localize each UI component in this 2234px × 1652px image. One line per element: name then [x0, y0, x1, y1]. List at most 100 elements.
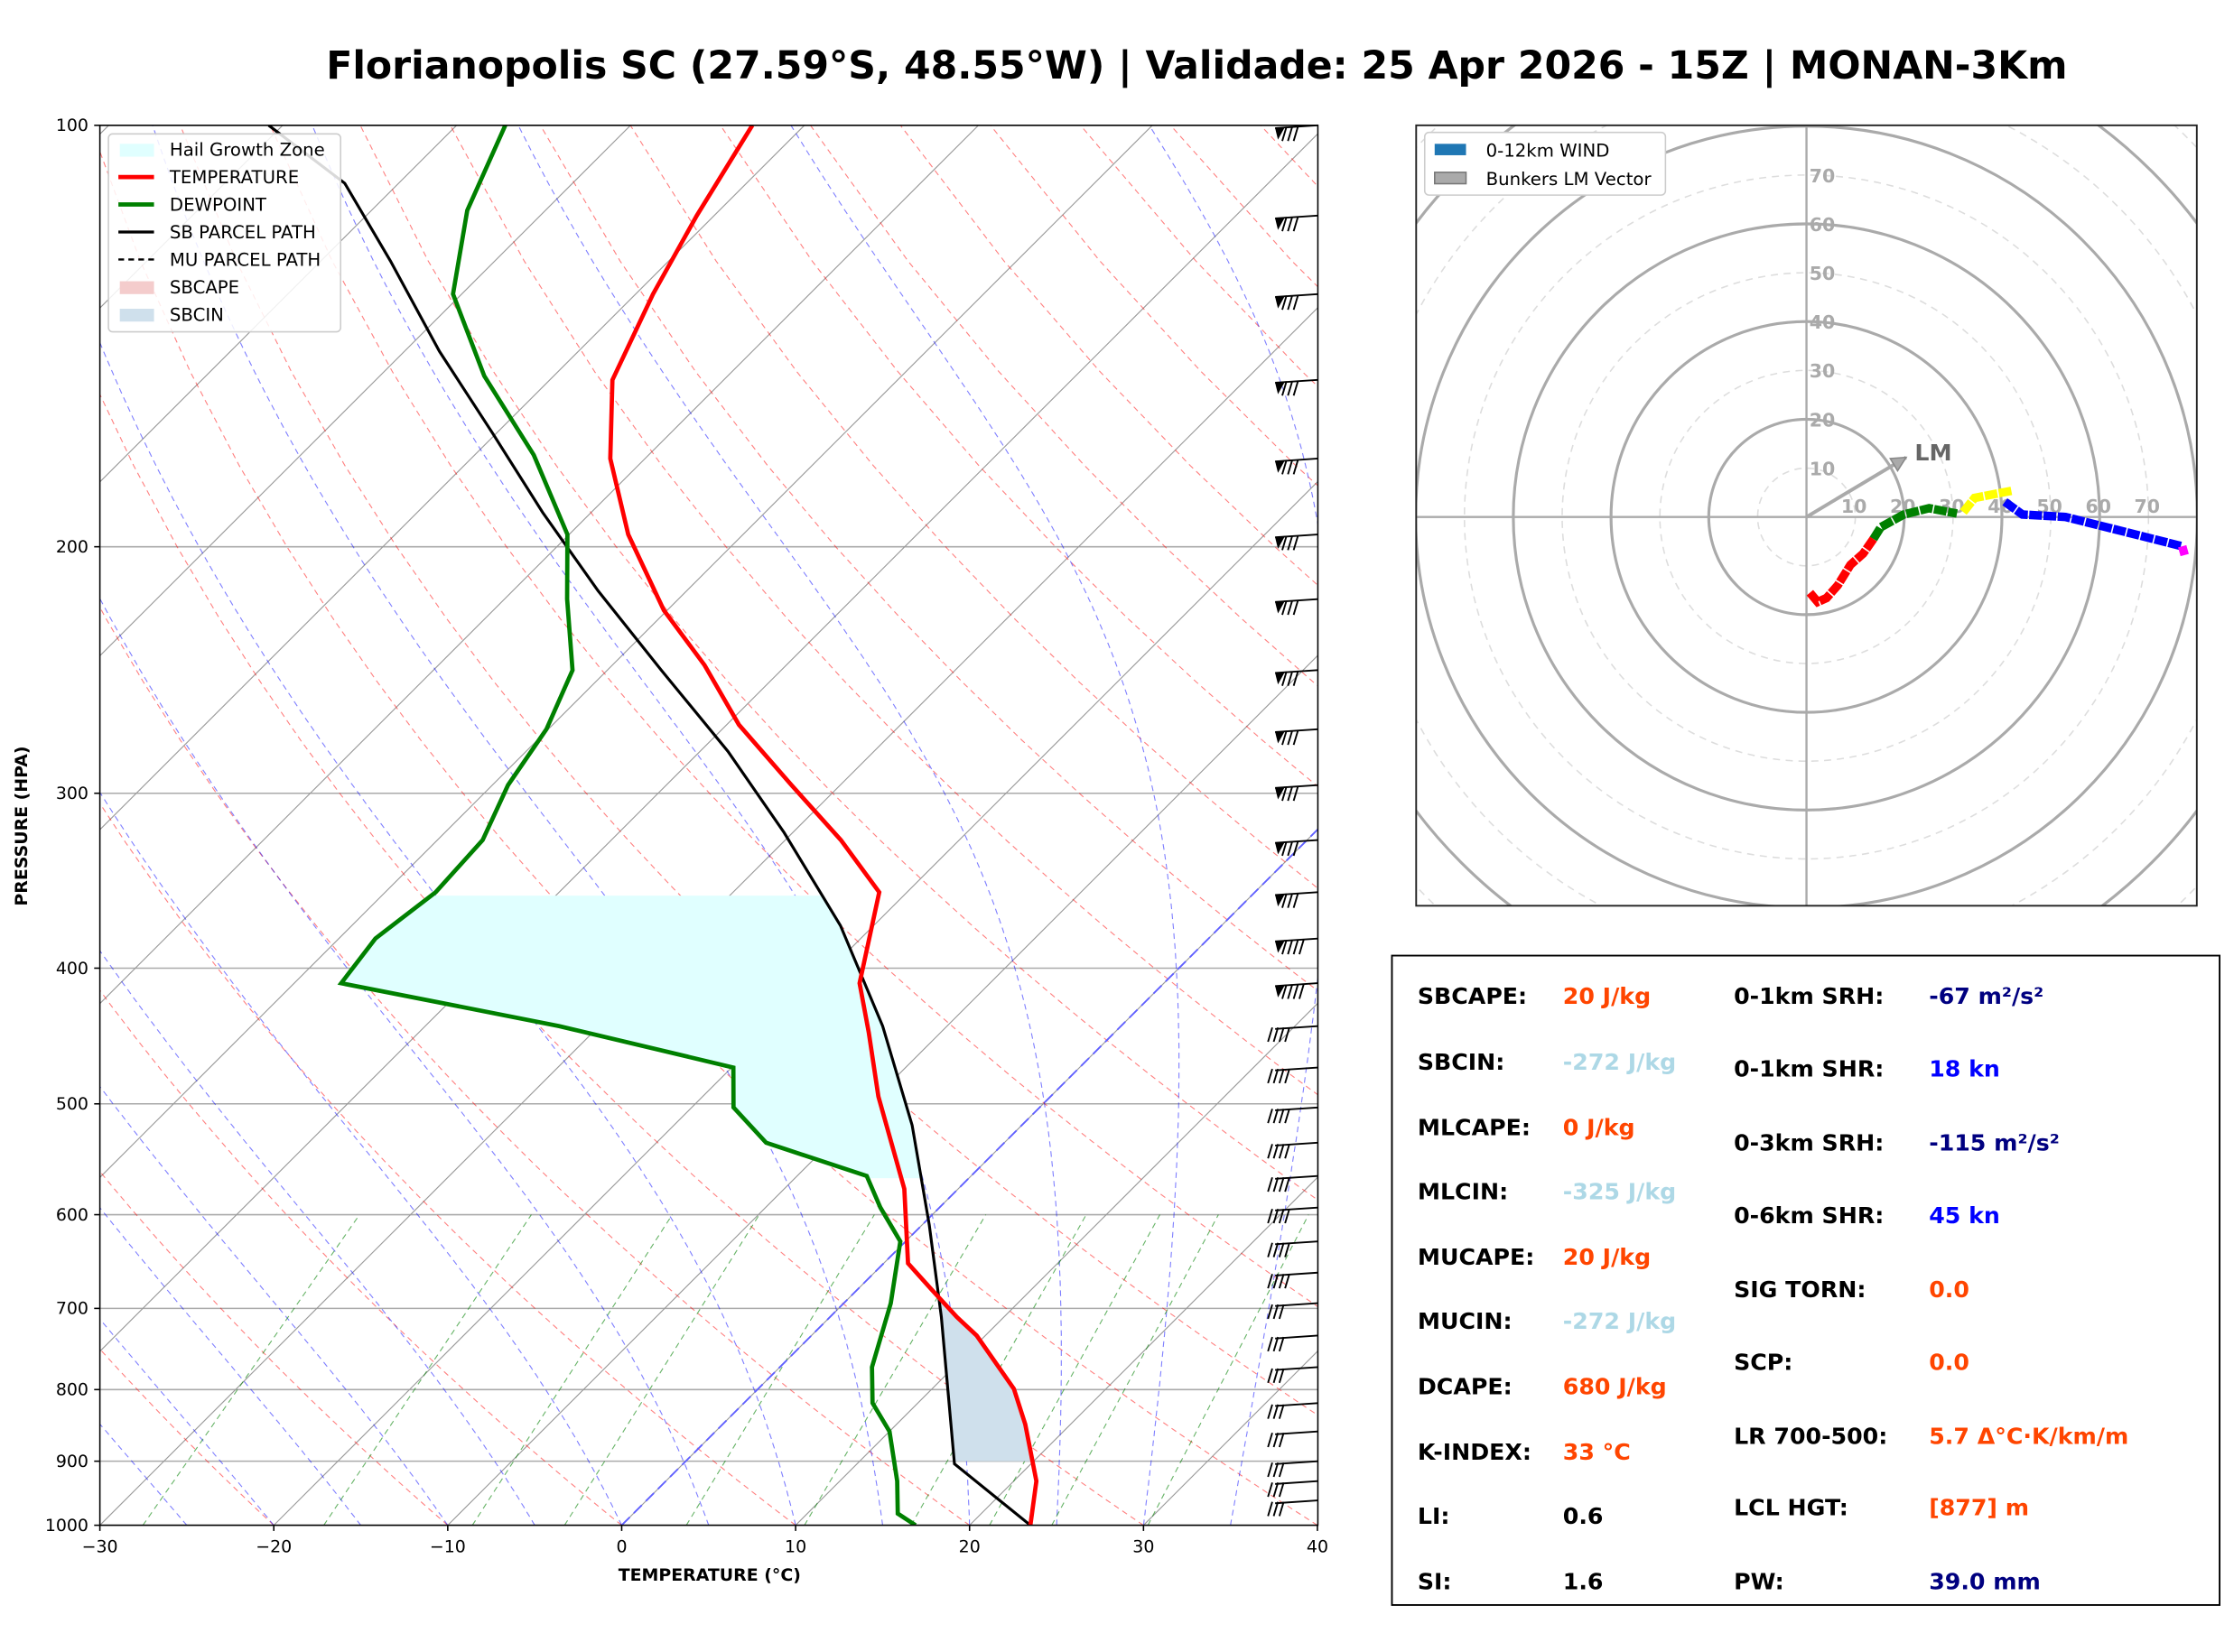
wind-barb-tick — [1284, 1109, 1290, 1124]
stat-label: 0-1km SHR: — [1734, 1056, 1884, 1082]
hodograph-segment — [1806, 536, 1877, 608]
stat-label: DCAPE: — [1418, 1373, 1513, 1399]
wind-barb-staff — [1275, 1480, 1318, 1485]
wind-barb-tick — [1272, 1432, 1280, 1448]
stat-value: -325 J/kg — [1563, 1178, 1676, 1204]
wind-barb — [1267, 1271, 1318, 1289]
wind-barb — [1267, 1430, 1318, 1448]
ring-label: 40 — [1810, 311, 1836, 333]
y-tick-label: 1000 — [45, 1516, 88, 1536]
wind-barb-tick — [1272, 1336, 1280, 1352]
y-tick-label: 200 — [56, 537, 88, 557]
y-tick-label: 900 — [56, 1452, 88, 1471]
wind-barb-tick — [1267, 1274, 1273, 1289]
wind-barb-tick — [1281, 785, 1288, 802]
wind-barb — [1275, 891, 1318, 908]
isotherm — [273, 480, 1318, 1526]
wind-barb — [1267, 1334, 1318, 1352]
y-tick-label: 500 — [56, 1094, 88, 1114]
stat-value: 20 J/kg — [1563, 983, 1651, 1009]
wind-barb-tick — [1292, 535, 1299, 551]
stat-value: 39.0 mm — [1929, 1569, 2041, 1595]
wind-barb — [1267, 1174, 1318, 1193]
wind-barb — [1275, 839, 1318, 857]
skew-t-ticks: −30 −20 −10 0 10 20 30 40 100 200 300 400 500 600 700 8… — [45, 116, 1328, 1556]
wind-barb-tick — [1278, 1432, 1285, 1448]
y-tick-label: 700 — [56, 1299, 88, 1319]
wind-barb-tick — [1278, 1336, 1285, 1352]
stat-label: K-INDEX: — [1418, 1439, 1531, 1465]
wind-barb-flag — [1275, 671, 1286, 685]
wind-barb-flag — [1275, 730, 1286, 744]
stat-label: SIG TORN: — [1734, 1276, 1866, 1303]
wind-barb-tick — [1287, 785, 1293, 802]
dry-adiabat — [720, 125, 1318, 788]
wind-barb — [1275, 669, 1318, 686]
bunkers-lm-arrow — [1805, 455, 1907, 519]
wind-barb-tick — [1292, 381, 1299, 396]
wind-barb — [1267, 1402, 1318, 1419]
wind-barb-tick — [1281, 535, 1288, 551]
wind-barb-tick — [1267, 1144, 1273, 1159]
stat-value: 1.6 — [1563, 1569, 1604, 1595]
wind-barb-tick — [1272, 1109, 1280, 1124]
x-tick-label: −20 — [256, 1537, 292, 1557]
wind-barb-tick — [1292, 893, 1299, 908]
wind-barb-tick — [1272, 1144, 1280, 1159]
moist-adiabat — [99, 341, 796, 1526]
wind-barb-tick — [1272, 1176, 1280, 1193]
legend-swatch — [119, 281, 154, 294]
wind-barb-tick — [1292, 940, 1299, 955]
wind-barb-tick — [1287, 940, 1293, 955]
wind-barb-flag — [1275, 940, 1286, 953]
skew-t-legend: Hail Growth Zone TEMPERATURE DEWPOINT SB PA… — [107, 133, 342, 333]
stat-label: MUCIN: — [1418, 1308, 1513, 1334]
ring-label: 50 — [2036, 496, 2062, 517]
wind-barb-tick — [1278, 1304, 1285, 1320]
wind-barb — [1267, 1106, 1318, 1124]
x-tick-label: 30 — [1132, 1537, 1154, 1557]
stat-value: -115 m²/s² — [1929, 1130, 2060, 1156]
dry-adiabat — [629, 125, 1318, 889]
wind-barb-tick — [1272, 1368, 1280, 1384]
legend-label-lm: Bunkers LM Vector — [1486, 169, 1652, 190]
wind-barb-tick — [1278, 1482, 1285, 1498]
legend-swatch — [119, 309, 154, 322]
moist-adiabat — [99, 1206, 362, 1526]
wind-barb-tick — [1284, 1144, 1290, 1159]
wind-barb-flag — [1275, 217, 1286, 230]
stat-value: 45 kn — [1929, 1202, 2000, 1229]
wind-barb-tick — [1278, 1026, 1285, 1043]
stat-value: 0 J/kg — [1563, 1114, 1635, 1140]
wind-barb-tick — [1287, 671, 1293, 686]
wind-barb — [1267, 1499, 1318, 1517]
hodograph-frame — [1415, 124, 2198, 907]
stat-value: 0.0 — [1929, 1350, 1969, 1376]
wind-barb-flag — [1275, 841, 1286, 855]
isotherm — [99, 133, 1318, 1352]
wind-barb-tick — [1272, 1404, 1280, 1419]
mixing-ratio-line — [323, 1214, 532, 1526]
stat-value: 5.7 Δ°C·K/km/m — [1929, 1424, 2128, 1450]
wind-barb — [1267, 1025, 1318, 1043]
wind-barb — [1275, 728, 1318, 746]
isotherm — [99, 125, 805, 831]
wind-barb-tick — [1292, 126, 1299, 142]
mixing-ratio-line — [804, 1214, 987, 1526]
wind-barb-tick — [1272, 1208, 1280, 1224]
hodograph-legend: 0-12km WIND Bunkers LM Vector — [1423, 131, 1667, 196]
legend-label: SBCAPE — [170, 277, 239, 298]
wind-barb-staff — [1275, 1366, 1318, 1371]
y-axis-label: PRESSURE (HPA) — [12, 746, 32, 905]
wind-barb-tick — [1267, 1501, 1273, 1517]
legend-label: DEWPOINT — [170, 195, 267, 216]
wind-barb-flag — [1275, 381, 1286, 394]
wind-barb-tick — [1284, 1068, 1290, 1084]
mixing-ratio-line — [142, 1214, 360, 1526]
stat-label: 0-3km SRH: — [1734, 1130, 1884, 1156]
ring-label: 10 — [1841, 496, 1867, 517]
wind-barb-tick — [1267, 1482, 1273, 1498]
wind-barb-flag — [1275, 459, 1286, 473]
wind-barb — [1267, 1240, 1318, 1258]
wind-barb-tick — [1278, 1368, 1285, 1384]
